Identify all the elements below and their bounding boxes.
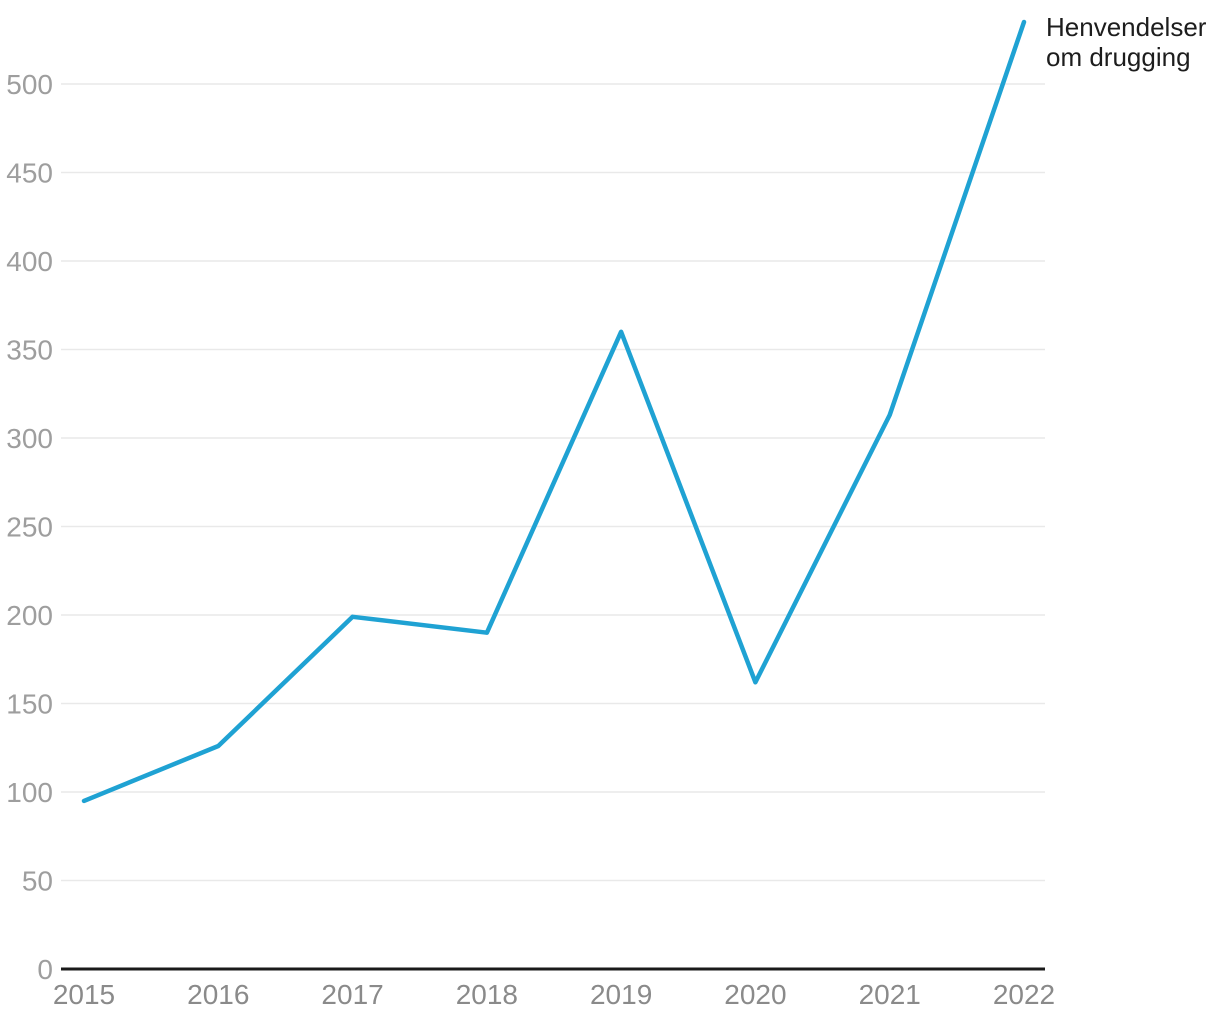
y-tick-label: 400 [6,246,53,277]
x-tick-label: 2018 [456,979,518,1010]
x-tick-label: 2022 [993,979,1055,1010]
x-tick-label: 2021 [859,979,921,1010]
series-label-line2: om drugging [1046,42,1191,72]
series-label-line1: Henvendelser [1046,12,1207,42]
x-tick-label: 2015 [53,979,115,1010]
y-tick-label: 50 [22,866,53,897]
y-tick-label: 0 [37,954,53,985]
series-line [81,19,1027,804]
y-tick-label: 200 [6,600,53,631]
y-tick-label: 500 [6,69,53,100]
series-label: Henvendelser om drugging [1046,12,1206,72]
x-tick-label: 2020 [724,979,786,1010]
x-tick-label: 2019 [590,979,652,1010]
y-tick-label: 300 [6,423,53,454]
y-tick-label: 150 [6,689,53,720]
x-tick-label: 2017 [321,979,383,1010]
y-tick-label: 250 [6,512,53,543]
y-tick-label: 450 [6,158,53,189]
y-tick-label: 100 [6,777,53,808]
y-tick-label: 350 [6,335,53,366]
x-tick-label: 2016 [187,979,249,1010]
